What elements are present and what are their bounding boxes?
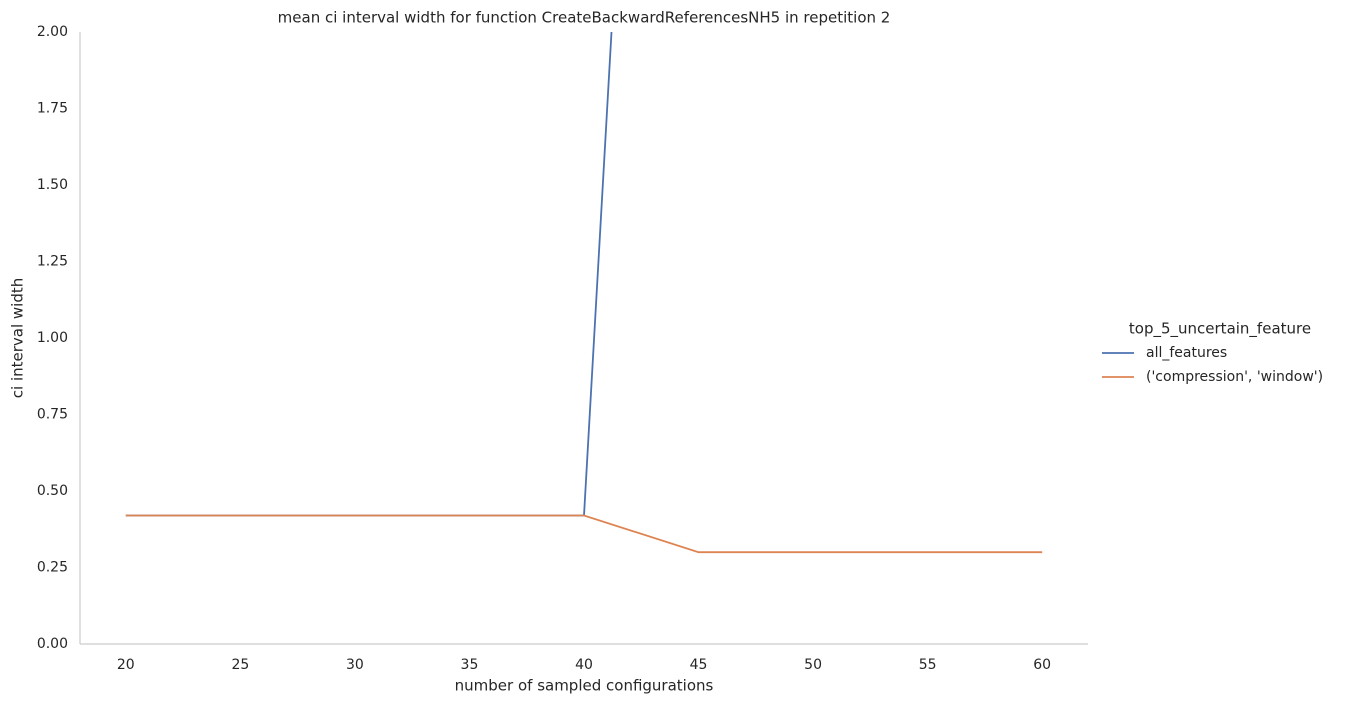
x-tick-label: 40 xyxy=(575,657,593,673)
y-tick-label: 0.00 xyxy=(37,636,68,652)
x-tick-label: 25 xyxy=(231,657,249,673)
legend-title: top_5_uncertain_feature xyxy=(1129,320,1311,339)
x-axis-label: number of sampled configurations xyxy=(455,677,714,695)
y-tick-label: 1.25 xyxy=(37,254,68,270)
x-tick-label: 60 xyxy=(1033,657,1051,673)
y-tick-label: 1.00 xyxy=(37,330,68,346)
y-tick-label: 0.50 xyxy=(37,483,68,499)
x-tick-label: 50 xyxy=(804,657,822,673)
series-line xyxy=(125,514,1043,554)
y-tick-label: 1.75 xyxy=(37,101,68,117)
y-tick-label: 1.50 xyxy=(37,177,68,193)
series-line xyxy=(125,32,613,517)
legend-label: ('compression', 'window') xyxy=(1146,369,1323,385)
chart-title: mean ci interval width for function Crea… xyxy=(278,9,891,27)
y-tick-label: 2.00 xyxy=(37,24,68,40)
x-tick-label: 35 xyxy=(461,657,479,673)
x-tick-label: 45 xyxy=(690,657,708,673)
legend-label: all_features xyxy=(1146,345,1227,361)
y-axis-label: ci interval width xyxy=(9,278,27,398)
y-tick-label: 0.25 xyxy=(37,560,68,576)
x-tick-label: 20 xyxy=(117,657,135,673)
y-tick-label: 0.75 xyxy=(37,407,68,423)
x-tick-label: 55 xyxy=(919,657,937,673)
x-tick-label: 30 xyxy=(346,657,364,673)
plot-area xyxy=(125,32,1043,554)
